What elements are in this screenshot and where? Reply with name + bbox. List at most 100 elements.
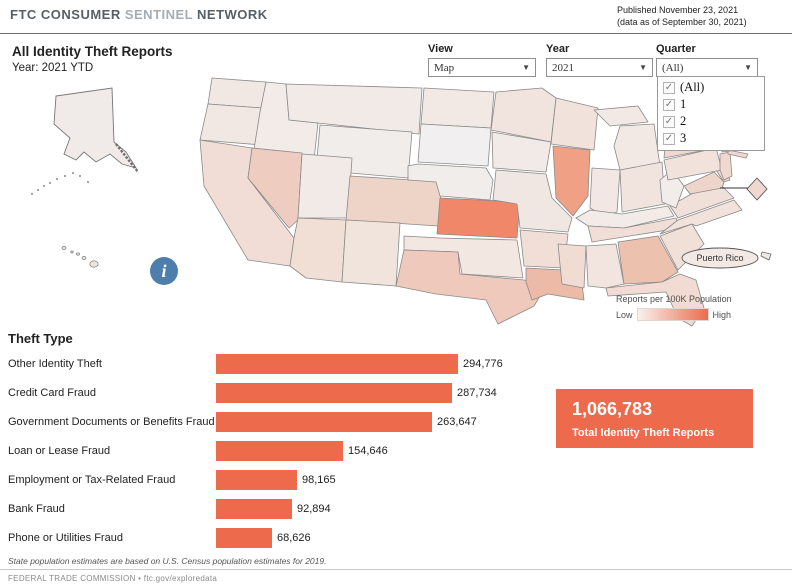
- state-IL[interactable]: Illinois: [552, 145, 591, 217]
- alaska-group: [31, 87, 139, 195]
- view-control: View Map ▼: [428, 43, 536, 77]
- state-SC[interactable]: South Carolina: [659, 223, 705, 271]
- state-NE[interactable]: Nebraska: [407, 163, 494, 201]
- state-HI[interactable]: [70, 250, 74, 254]
- quarter-select[interactable]: (All) ▼: [656, 58, 758, 77]
- aleutian-islands: [31, 172, 89, 195]
- state-SD[interactable]: South Dakota: [417, 123, 492, 167]
- brand-part-1: FTC CONSUMER: [10, 7, 121, 22]
- published-line-1: Published November 23, 2021: [617, 5, 739, 15]
- year-control: Year 2021 ▼: [546, 43, 653, 77]
- map-legend: Reports per 100K Population Low High: [616, 294, 732, 321]
- state-DC[interactable]: [746, 177, 768, 201]
- view-label: View: [428, 43, 453, 55]
- chart-value-label: 287,734: [457, 386, 497, 399]
- state-NY[interactable]: New York: [727, 149, 749, 159]
- app-logo: FTC CONSUMER SENTINEL NETWORK: [10, 7, 268, 22]
- chart-row: Employment or Tax-Related Fraud 98,165: [8, 465, 553, 494]
- hawaii-group: [61, 246, 99, 268]
- checkbox-icon[interactable]: ✓: [663, 132, 675, 145]
- state-IN[interactable]: Indiana: [589, 167, 621, 217]
- year-select-value: 2021: [552, 61, 574, 74]
- header-divider: [0, 33, 792, 34]
- theft-type-bar[interactable]: [216, 498, 292, 519]
- theft-type-bar[interactable]: [216, 382, 452, 403]
- state-ND[interactable]: North Dakota: [420, 87, 495, 129]
- state-PR[interactable]: [681, 247, 759, 269]
- chart-value-label: 68,626: [277, 531, 311, 544]
- state-TX[interactable]: Texas: [395, 249, 547, 325]
- chart-row: Government Documents or Benefits Fraud 26…: [8, 407, 553, 436]
- chart-value-label: 92,894: [297, 502, 331, 515]
- state-NV[interactable]: Nevada: [247, 147, 303, 229]
- theft-type-bar[interactable]: [216, 469, 297, 490]
- chevron-down-icon: ▼: [522, 63, 530, 72]
- quarter-option[interactable]: ✓ (All): [658, 79, 764, 96]
- chart-category-label: Bank Fraud: [8, 502, 65, 515]
- year-label: Year: [546, 43, 570, 55]
- state-HI[interactable]: [81, 256, 87, 260]
- year-select[interactable]: 2021 ▼: [546, 58, 653, 77]
- chart-row: Phone or Utilities Fraud 68,626: [8, 523, 553, 552]
- state-AL[interactable]: Alabama: [585, 243, 625, 289]
- quarter-select-value: (All): [662, 61, 684, 74]
- theft-type-bar[interactable]: [216, 353, 458, 374]
- state-GA[interactable]: Georgia: [617, 235, 679, 285]
- info-icon[interactable]: i: [150, 257, 178, 285]
- alaska-panhandle: [115, 143, 139, 173]
- map-overlays: Puerto Rico: [681, 177, 772, 269]
- quarter-option[interactable]: ✓ 1: [658, 96, 764, 113]
- view-select[interactable]: Map ▼: [428, 58, 536, 77]
- footnote: State population estimates are based on …: [8, 556, 327, 566]
- brand-part-2: SENTINEL: [124, 7, 193, 22]
- chevron-down-icon: ▼: [639, 63, 647, 72]
- quarter-option[interactable]: ✓ 3: [658, 130, 764, 147]
- state-AK[interactable]: [53, 87, 138, 169]
- quarter-option-label: 3: [680, 131, 687, 145]
- published-line-2: (data as of September 30, 2021): [617, 17, 747, 27]
- state-MI[interactable]: Michigan: [593, 105, 649, 127]
- theft-type-bar[interactable]: [216, 527, 272, 548]
- chevron-down-icon: ▼: [744, 63, 752, 72]
- quarter-option-label: (All): [680, 80, 705, 94]
- chart-category-label: Phone or Utilities Fraud: [8, 531, 123, 544]
- chart-row: Credit Card Fraud 287,734: [8, 378, 553, 407]
- state-OH[interactable]: Ohio: [619, 161, 666, 213]
- state-AZ[interactable]: Arizona: [289, 217, 347, 283]
- state-WI[interactable]: Wisconsin: [550, 97, 599, 151]
- state-WA[interactable]: Washington: [207, 77, 267, 109]
- state-CO[interactable]: Colorado: [345, 175, 443, 227]
- state-NM[interactable]: New Mexico: [341, 219, 401, 287]
- checkbox-icon[interactable]: ✓: [663, 81, 675, 94]
- chart-row: Bank Fraud 92,894: [8, 494, 553, 523]
- chart-value-label: 263,647: [437, 415, 477, 428]
- legend-high-label: High: [712, 309, 732, 320]
- state-HI[interactable]: [76, 252, 80, 256]
- legend-low-label: Low: [616, 309, 633, 320]
- chart-value-label: 294,776: [463, 357, 503, 370]
- view-select-value: Map: [434, 61, 455, 74]
- checkbox-icon[interactable]: ✓: [663, 115, 675, 128]
- state-MS[interactable]: Mississippi: [557, 243, 587, 289]
- state-IA[interactable]: Iowa: [491, 131, 552, 173]
- legend-gradient-bar: [636, 308, 709, 321]
- chart-category-label: Employment or Tax-Related Fraud: [8, 473, 176, 486]
- checkbox-icon[interactable]: ✓: [663, 98, 675, 111]
- state-KS[interactable]: Kansas: [436, 197, 521, 239]
- state-NC[interactable]: North Carolina: [659, 199, 743, 235]
- theft-type-bar[interactable]: [216, 440, 343, 461]
- quarter-dropdown-list: ✓ (All) ✓ 1 ✓ 2 ✓ 3: [657, 76, 765, 151]
- state-HI[interactable]: [61, 246, 67, 250]
- state-MI[interactable]: Michigan: [613, 123, 661, 171]
- theft-type-bar[interactable]: [216, 411, 432, 432]
- chart-category-label: Credit Card Fraud: [8, 386, 97, 399]
- chart-category-label: Loan or Lease Fraud: [8, 444, 111, 457]
- state-MD[interactable]: Maryland: [683, 171, 725, 195]
- theft-type-chart: Other Identity Theft 294,776 Credit Card F…: [8, 349, 553, 552]
- quarter-option[interactable]: ✓ 2: [658, 113, 764, 130]
- state-HI[interactable]: [89, 260, 99, 268]
- state-UT[interactable]: Utah: [297, 153, 353, 219]
- state-MO[interactable]: Missouri: [492, 169, 573, 233]
- footer-text: FEDERAL TRADE COMMISSION • ftc.gov/explo…: [8, 574, 218, 583]
